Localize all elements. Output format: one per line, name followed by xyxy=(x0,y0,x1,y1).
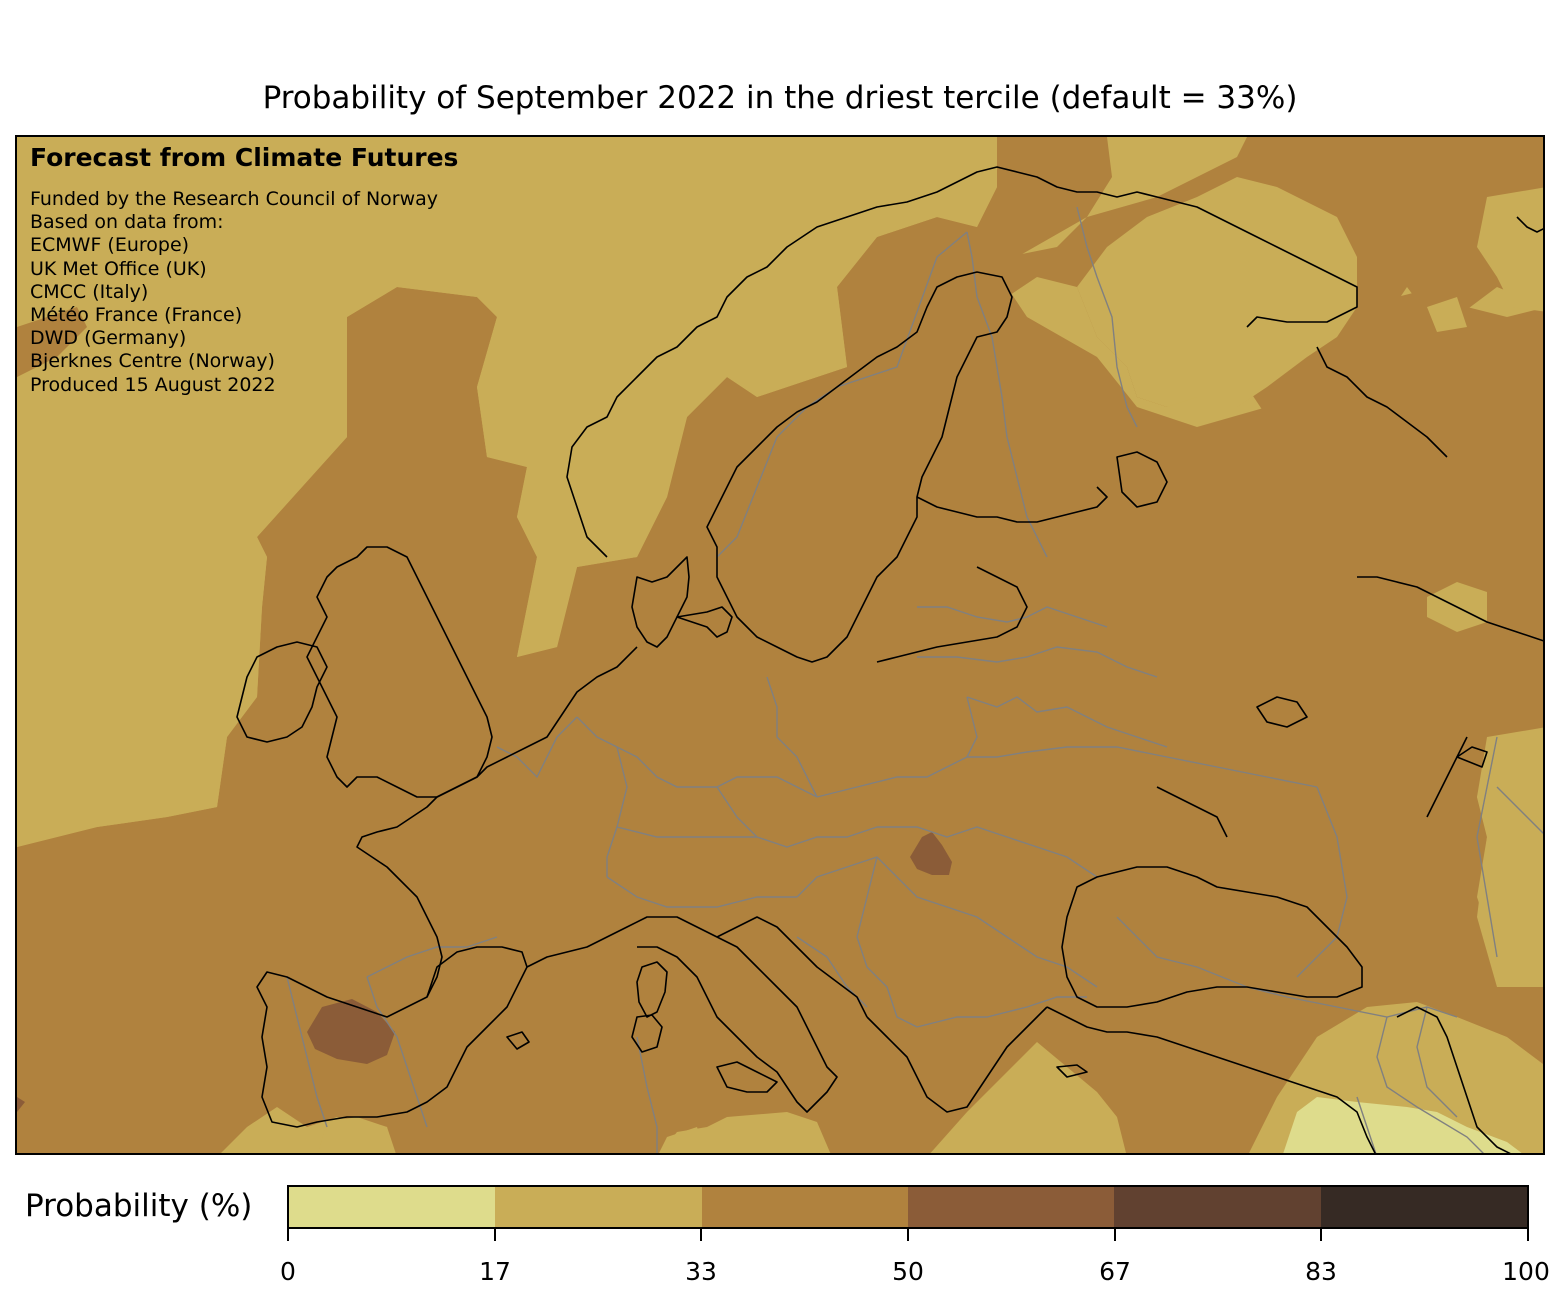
credits-line: Funded by the Research Council of Norway xyxy=(30,188,439,210)
region-50-67-hungary xyxy=(910,832,952,875)
region-17-33-gibraltar xyxy=(318,1117,392,1153)
credits-line: ECMWF (Europe) xyxy=(30,234,190,257)
probability-map xyxy=(17,137,1543,1153)
country-borders xyxy=(286,206,1543,1153)
colorbar-segment-83-100 xyxy=(1320,1187,1527,1227)
colorbar-tick-label: 100 xyxy=(1502,1257,1550,1286)
credits-block: Forecast from Climate Futures Funded by … xyxy=(30,143,458,397)
credits-line: Produced 15 August 2022 xyxy=(30,373,276,396)
region-17-33-ne-corner xyxy=(1477,187,1543,312)
colorbar-tick xyxy=(907,1229,909,1241)
map-title: Probability of September 2022 in the dri… xyxy=(262,80,1298,116)
credits-line: CMCC (Italy) xyxy=(30,280,149,303)
region-17-33-nw-corner xyxy=(17,307,87,377)
map-panel[interactable] xyxy=(15,135,1545,1155)
colorbar-tick xyxy=(1114,1229,1116,1241)
colorbar-tick xyxy=(1320,1229,1322,1241)
colorbar-tick-label: 0 xyxy=(280,1257,296,1286)
colorbar-segment-33-50 xyxy=(701,1187,908,1227)
region-17-33-east xyxy=(1477,727,1543,987)
colorbar-tick-label: 33 xyxy=(685,1257,717,1286)
credits-line: Bjerknes Centre (Norway) xyxy=(30,350,275,373)
colorbar-tick xyxy=(700,1229,702,1241)
colorbar-tick-label: 50 xyxy=(892,1257,924,1286)
region-17-33-africa xyxy=(660,1112,831,1153)
colorbar-tick xyxy=(1527,1229,1529,1241)
colorbar-tick-label: 83 xyxy=(1305,1257,1337,1286)
colorbar-segment-50-67 xyxy=(907,1187,1115,1227)
coastlines xyxy=(236,166,1543,1153)
credits-line: UK Met Office (UK) xyxy=(30,257,207,280)
colorbar-segment-17-33 xyxy=(495,1187,702,1227)
credits-heading: Forecast from Climate Futures xyxy=(30,143,459,172)
colorbar-tick xyxy=(287,1229,289,1241)
region-17-33-ne-small xyxy=(1427,297,1467,332)
colorbar-label: Probability (%) xyxy=(25,1188,253,1224)
colorbar-segment-67-83 xyxy=(1114,1187,1321,1227)
credits-line: DWD (Germany) xyxy=(30,327,187,350)
colorbar xyxy=(287,1185,1529,1229)
colorbar-tick-label: 17 xyxy=(479,1257,511,1286)
colorbar-segment-0-17 xyxy=(289,1187,496,1227)
region-17-33-aegean xyxy=(930,1042,1126,1153)
region-50-67-iberia xyxy=(307,999,395,1064)
credits-line: Météo France (France) xyxy=(30,304,243,327)
region-50-67-west-edge xyxy=(17,1097,25,1112)
region-0-17 xyxy=(1283,1097,1522,1153)
colorbar-tick xyxy=(494,1229,496,1241)
credits-line: Based on data from: xyxy=(30,211,224,234)
colorbar-tick-label: 67 xyxy=(1099,1257,1131,1286)
region-17-33-kola xyxy=(1077,177,1357,407)
region-17-33-atlantic xyxy=(17,137,997,847)
